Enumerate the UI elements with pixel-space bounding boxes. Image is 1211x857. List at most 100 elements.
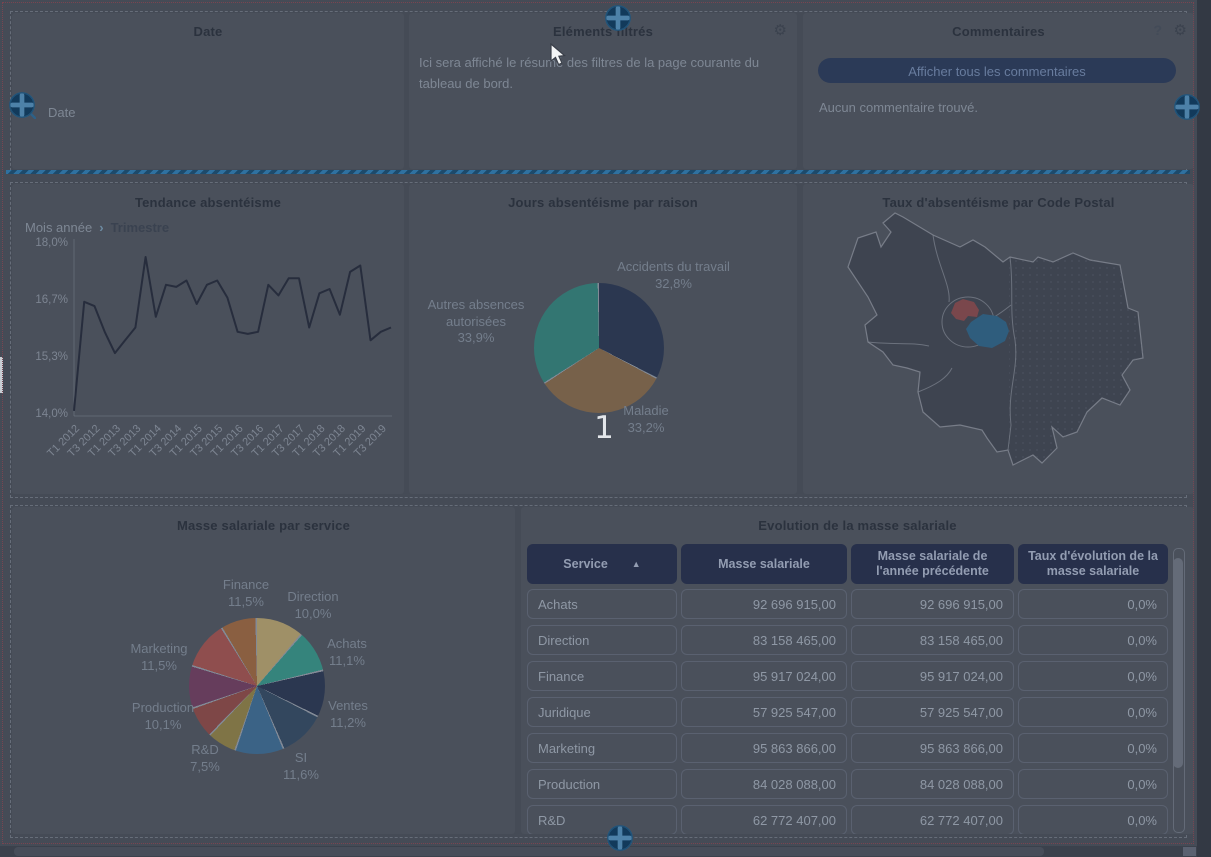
table-row: Production 84 028 088,00 84 028 088,00 0,0% <box>521 767 1194 803</box>
svg-text:15,3%: 15,3% <box>35 351 68 363</box>
window-vertical-scrollbar[interactable] <box>1197 0 1211 857</box>
pie-slice-label: Achats 11,1% <box>327 636 367 668</box>
value-cell[interactable]: 83 158 465,00 <box>681 625 847 655</box>
table-row: Finance 95 917 024,00 95 917 024,00 0,0% <box>521 659 1194 695</box>
chart-title: Masse salariale par service <box>176 518 351 533</box>
absence-reasons-pie[interactable] <box>534 283 664 413</box>
svg-text:18,0%: 18,0% <box>35 237 68 249</box>
value-cell[interactable]: 57 925 547,00 <box>681 697 847 727</box>
chart-axes <box>73 239 392 417</box>
table-scrollbar-thumb[interactable] <box>1173 558 1183 768</box>
table-row: Achats 92 696 915,00 92 696 915,00 0,0% <box>521 587 1194 623</box>
pie-slice-label: Accidents du travail 32,8% <box>617 259 730 291</box>
breadcrumb-current[interactable]: Trimestre <box>110 220 170 235</box>
value-cell[interactable]: 84 028 088,00 <box>681 769 847 799</box>
comments-empty-message: Aucun commentaire trouvé. <box>819 100 978 115</box>
service-cell[interactable]: Production <box>527 769 677 799</box>
value-cell[interactable]: 0,0% <box>1018 697 1168 727</box>
ile-de-france-map[interactable] <box>811 210 1186 485</box>
breadcrumb-parent[interactable]: Mois année <box>25 220 93 235</box>
column-header[interactable]: Masse salariale de l'année précédente <box>851 544 1014 584</box>
pie-slice-label: Marketing 11,5% <box>130 641 188 673</box>
gear-icon[interactable]: ⚙ <box>773 21 787 39</box>
value-cell[interactable]: 0,0% <box>1018 769 1168 799</box>
service-cell[interactable]: Marketing <box>527 733 677 763</box>
horizontal-scrollbar-thumb[interactable] <box>14 847 1044 856</box>
panel-title: Commentaires <box>952 24 1045 39</box>
value-cell[interactable]: 92 696 915,00 <box>851 589 1014 619</box>
page-number-overlay: 1 <box>594 410 614 446</box>
value-cell[interactable]: 83 158 465,00 <box>851 625 1014 655</box>
table-row: Marketing 95 863 866,00 95 863 866,00 0,0% <box>521 731 1194 767</box>
service-cell[interactable]: Finance <box>527 661 677 691</box>
value-cell[interactable]: 62 772 407,00 <box>681 805 847 834</box>
value-cell[interactable]: 95 917 024,00 <box>681 661 847 691</box>
pie-slice-label: Finance 11,5% <box>222 577 270 609</box>
payroll-pie[interactable] <box>189 618 325 754</box>
value-cell[interactable]: 0,0% <box>1018 625 1168 655</box>
table-title: Evolution de la masse salariale <box>758 518 957 533</box>
table-row: Juridique 57 925 547,00 57 925 547,00 0,0% <box>521 695 1194 731</box>
department-borders <box>867 234 1017 451</box>
panel-title: Eléments filtrés <box>552 24 653 39</box>
drag-drop-indicator-line <box>6 170 1190 174</box>
absence-reasons-panel: Jours absentéisme par raison Accidents d… <box>409 184 797 494</box>
highlight-department-red[interactable] <box>951 299 979 321</box>
service-cell[interactable]: Direction <box>527 625 677 655</box>
chart-title: Tendance absentéisme <box>134 195 282 210</box>
selection-handle-left[interactable] <box>8 91 36 119</box>
value-cell[interactable]: 95 917 024,00 <box>851 661 1014 691</box>
scrollbar-corner <box>1183 847 1196 856</box>
help-icon[interactable]: ? <box>1153 22 1162 38</box>
sort-ascending-icon: ▲ <box>631 558 641 569</box>
pie-slice-label: Production 10,1% <box>131 700 195 732</box>
highlight-department-blue[interactable] <box>966 314 1009 348</box>
value-cell[interactable]: 62 772 407,00 <box>851 805 1014 834</box>
value-cell[interactable]: 57 925 547,00 <box>851 697 1014 727</box>
service-cell[interactable]: R&D <box>527 805 677 834</box>
postal-code-map-panel: Taux d'absentéisme par Code Postal <box>803 184 1194 494</box>
selection-handle-right[interactable] <box>1173 93 1201 121</box>
selection-handle-bottom[interactable] <box>606 824 634 852</box>
payroll-by-service-panel: Masse salariale par service Finance 11,5… <box>12 507 515 834</box>
comments-panel: Commentaires ? ⚙ Afficher tous les comme… <box>803 13 1194 169</box>
pie-slice-label: R&D 7,5% <box>190 742 220 774</box>
date-filter-panel: Date Date <box>12 13 404 169</box>
selection-handle-top[interactable] <box>604 4 632 32</box>
filters-description: Ici sera affiché le résumé des filtres d… <box>419 55 760 91</box>
gear-icon[interactable]: ⚙ <box>1173 21 1187 39</box>
service-cell[interactable]: Achats <box>527 589 677 619</box>
value-cell[interactable]: 0,0% <box>1018 661 1168 691</box>
column-header[interactable]: Service ▲ <box>527 544 677 584</box>
column-header[interactable]: Masse salariale <box>681 544 847 584</box>
panel-title: Date <box>193 24 223 39</box>
value-cell[interactable]: 0,0% <box>1018 805 1168 834</box>
svg-text:16,7%: 16,7% <box>35 294 68 306</box>
filtered-elements-panel: Eléments filtrés ⚙ Ici sera affiché le r… <box>409 13 797 169</box>
left-edge-scroll-marker <box>0 357 3 393</box>
show-all-comments-button[interactable]: Afficher tous les commentaires <box>818 58 1176 83</box>
chart-title: Taux d'absentéisme par Code Postal <box>882 195 1115 210</box>
pie-slice-label: SI 11,6% <box>283 750 319 782</box>
column-header[interactable]: Taux d'évolution de la masse salariale <box>1018 544 1168 584</box>
value-cell[interactable]: 0,0% <box>1018 589 1168 619</box>
pie-slice-label: Ventes 11,2% <box>328 698 368 730</box>
absenteeism-trend-panel: Tendance absentéisme Mois année › Trimestr… <box>12 184 404 494</box>
service-cell[interactable]: Juridique <box>527 697 677 727</box>
table-row: R&D 62 772 407,00 62 772 407,00 0,0% <box>521 803 1194 834</box>
payroll-evolution-table-panel: Evolution de la masse salariale Service ▲… <box>521 507 1194 834</box>
value-cell[interactable]: 0,0% <box>1018 733 1168 763</box>
chevron-right-icon: › <box>99 220 104 235</box>
date-field-label[interactable]: Date <box>48 105 76 120</box>
trend-line-series <box>73 256 392 411</box>
value-cell[interactable]: 95 863 866,00 <box>681 733 847 763</box>
table-row: Direction 83 158 465,00 83 158 465,00 0,0% <box>521 623 1194 659</box>
breadcrumb: Mois année › Trimestre <box>25 220 169 235</box>
pie-slice-label: Maladie 33,2% <box>623 403 669 435</box>
value-cell[interactable]: 92 696 915,00 <box>681 589 847 619</box>
value-cell[interactable]: 95 863 866,00 <box>851 733 1014 763</box>
value-cell[interactable]: 84 028 088,00 <box>851 769 1014 799</box>
